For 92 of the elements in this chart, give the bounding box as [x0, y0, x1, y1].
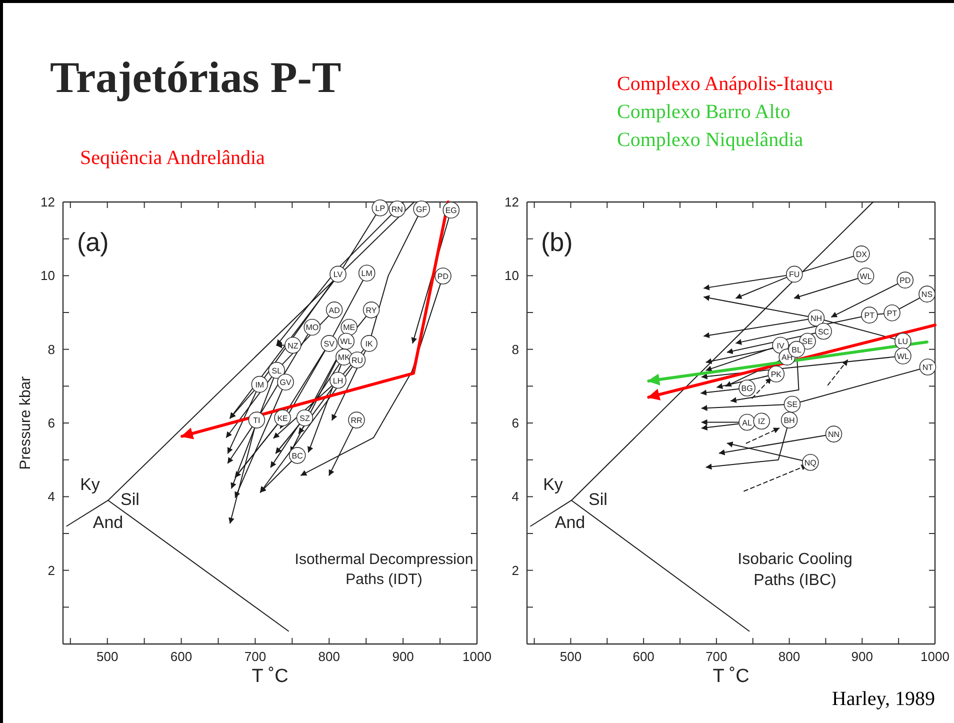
x-tick-label: 800 — [318, 649, 340, 664]
data-label: IZ — [758, 417, 766, 426]
annotation: Isobaric Cooling Paths (IBC) — [738, 551, 852, 589]
annotation: Isothermal Decompression Paths (IDT) — [294, 551, 474, 588]
data-label: RU — [351, 356, 364, 366]
data-label: SC — [818, 327, 830, 336]
text: Complexo Barro Alto Complexo Niquelândia — [617, 101, 804, 151]
data-label: MK — [338, 353, 351, 362]
data-label: GV — [280, 378, 292, 388]
data-label: RY — [366, 306, 378, 315]
annotation: Ky — [543, 475, 564, 494]
x-tick-label: 1000 — [462, 649, 492, 664]
y-tick-label: 6 — [512, 416, 519, 430]
data-label: LU — [898, 337, 908, 346]
data-label: PT — [864, 311, 875, 320]
x-axis-title: T ˚C — [252, 666, 288, 687]
y-tick-label: 8 — [48, 342, 55, 357]
annotation: Sil — [588, 490, 608, 509]
annotation: And — [92, 513, 124, 532]
x-tick-label: 600 — [632, 649, 654, 664]
y-axis-title: Pressure kbar — [17, 376, 34, 470]
data-label: BH — [784, 416, 796, 426]
y-tick-label: 12 — [40, 194, 55, 210]
data-label: SE — [786, 400, 798, 410]
data-label: AL — [742, 418, 752, 428]
annotation: Ky — [80, 475, 100, 494]
data-label: AD — [328, 306, 340, 315]
data-label: GF — [416, 205, 428, 214]
data-label: SE — [802, 337, 813, 346]
text: (b) — [541, 227, 573, 257]
data-label: IV — [776, 341, 785, 350]
data-label: AH — [782, 353, 793, 362]
y-tick-label: 2 — [512, 562, 519, 578]
data-label: BL — [792, 345, 802, 354]
y-tick-label: 2 — [48, 562, 55, 578]
y-tick-label: 6 — [48, 416, 55, 430]
data-label: BC — [292, 451, 304, 460]
data-label: WL — [896, 352, 910, 361]
data-label: MO — [306, 323, 319, 332]
data-label: SZ — [300, 414, 310, 423]
data-label: FU — [789, 270, 800, 280]
data-label: ME — [343, 323, 356, 332]
data-label: WL — [860, 272, 872, 282]
data-label: LM — [361, 269, 373, 278]
data-label: EG — [445, 206, 457, 216]
x-tick-label: 900 — [851, 649, 873, 664]
data-label: RN — [391, 205, 404, 214]
text: Harley, 1989 — [832, 688, 935, 710]
data-label: SV — [324, 339, 336, 348]
x-tick-label: 500 — [96, 649, 118, 664]
annotation: And — [554, 513, 586, 532]
data-label: IK — [365, 339, 374, 348]
text: Seqüência Andrelândia — [80, 147, 266, 169]
y-tick-label: 4 — [48, 489, 55, 504]
x-tick-label: 500 — [560, 649, 582, 664]
chart-title: Trajetórias P-T — [50, 53, 342, 102]
y-tick-label: 10 — [504, 268, 519, 284]
y-tick-label: 10 — [40, 268, 55, 284]
data-label: WL — [340, 337, 353, 346]
x-tick-label: 900 — [392, 649, 414, 664]
text: (a) — [77, 227, 109, 257]
x-tick-label: 1000 — [920, 649, 950, 664]
data-label: LV — [333, 270, 344, 280]
data-label: NS — [921, 290, 933, 300]
y-tick-label: 4 — [512, 489, 519, 504]
y-tick-label: 12 — [504, 194, 519, 210]
x-tick-label: 700 — [244, 649, 266, 664]
data-label: BG — [741, 384, 753, 394]
data-label: RR — [350, 416, 362, 426]
annotation: Sil — [120, 490, 140, 509]
data-label: NH — [810, 314, 822, 324]
data-label: NN — [828, 430, 840, 440]
data-label: PD — [900, 276, 911, 286]
data-label: NZ — [288, 341, 298, 350]
x-tick-label: 600 — [170, 649, 192, 664]
data-label: IM — [255, 380, 264, 390]
data-label: SL — [272, 366, 282, 376]
y-tick-label: 8 — [512, 342, 519, 357]
x-axis-title: T ˚C — [712, 666, 750, 687]
data-label: PD — [437, 272, 449, 282]
text: Complexo Anápolis-Itauçu — [617, 73, 834, 95]
data-label: NT — [922, 363, 934, 372]
data-label: LH — [332, 376, 344, 386]
x-tick-label: 700 — [706, 649, 728, 664]
x-tick-label: 800 — [778, 649, 800, 664]
data-label: TI — [253, 416, 260, 426]
data-label: DX — [856, 250, 868, 259]
data-label: LP — [375, 204, 386, 213]
data-label: NQ — [804, 458, 816, 468]
data-label: KE — [277, 414, 288, 423]
data-label: PK — [770, 370, 782, 380]
data-label: PT — [886, 308, 898, 318]
